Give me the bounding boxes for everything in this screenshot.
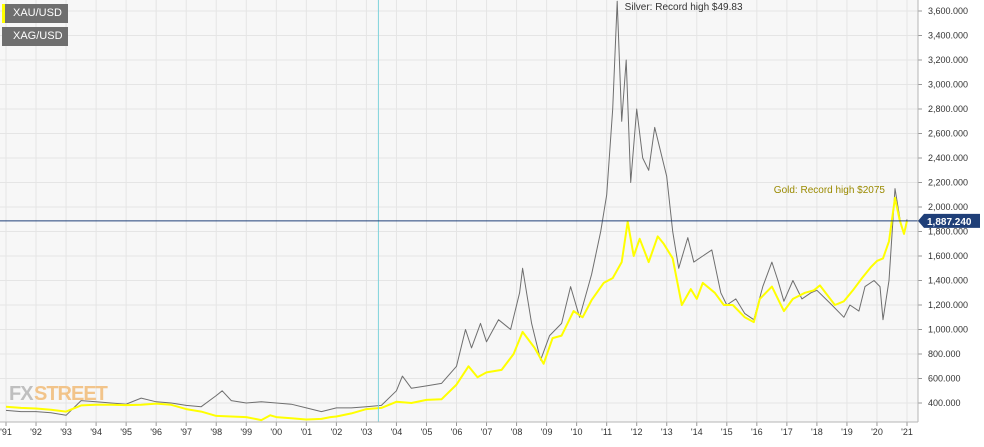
x-tick-label: '19 [841,427,853,437]
x-tick-label: '06 [451,427,463,437]
x-tick-label: '09 [541,427,553,437]
grid-lines [0,0,918,422]
y-tick-label: 3,600.000 [928,6,968,16]
y-tick-label: 2,200.000 [928,178,968,188]
series-line-xag-usd [5,0,908,416]
x-axis: '91 '92 '93 '94 '95 '96 '97 '98 '99 '00 '01 '02 '03 '… [0,421,918,437]
y-tick-label: 1,800.000 [928,227,968,237]
y-tick-label: 800.000 [928,349,961,359]
y-tick-label: 600.000 [928,374,961,384]
annotation-silver-record: Silver: Record high $49.83 [625,2,743,13]
annotation-gold-record: Gold: Record high $2075 [774,185,886,196]
y-tick-label: 3,200.000 [928,55,968,65]
x-tick-label: '05 [421,427,433,437]
legend-item-xau-usd[interactable]: XAU/USD [2,4,68,23]
x-tick-label: '03 [361,427,373,437]
x-tick-label: '18 [811,427,823,437]
x-tick-label: '00 [270,427,282,437]
y-tick-label: 1,400.000 [928,276,968,286]
x-tick-label: '94 [90,427,102,437]
x-tick-label: '14 [691,427,703,437]
x-tick-label: '93 [60,427,72,437]
x-tick-label: '08 [511,427,523,437]
y-tick-label: 2,000.000 [928,202,968,212]
x-tick-label: '99 [240,427,252,437]
y-tick-label: 2,800.000 [928,104,968,114]
series-lines [5,0,908,422]
x-tick-label: '12 [631,427,643,437]
x-tick-label: '97 [180,427,192,437]
annotations: Silver: Record high $49.83 Gold: Record h… [625,2,886,196]
x-tick-label: '02 [330,427,342,437]
x-tick-label: '17 [781,427,793,437]
y-axis: 400.000 600.000 800.000 1,000.000 1,200.000 1… [917,0,968,422]
y-tick-label: 3,000.000 [928,80,968,90]
logo-street-text: STREET [34,383,108,405]
fxstreet-logo: FX STREET [9,383,109,405]
y-tick-label: 2,600.000 [928,129,968,139]
legend-item-xag-usd[interactable]: XAG/USD [2,27,68,46]
legend-label-xau-usd: XAU/USD [13,7,62,19]
y-tick-label: 1,000.000 [928,325,968,335]
legend-label-xag-usd: XAG/USD [13,30,63,42]
x-tick-label: '13 [661,427,673,437]
y-tick-label: 1,200.000 [928,300,968,310]
x-tick-label: '95 [120,427,132,437]
x-tick-label: '98 [210,427,222,437]
x-tick-label: '11 [601,427,612,437]
current-price-tag: 1,887.240 [918,213,980,228]
price-tag-label: 1,887.240 [927,217,972,228]
y-tick-label: 400.000 [928,398,961,408]
y-tick-label: 2,400.000 [928,153,968,163]
x-tick-label: '92 [30,427,42,437]
y-tick-label: 3,400.000 [928,31,968,41]
price-tag-box [918,213,980,228]
x-tick-label: '20 [871,427,883,437]
x-tick-label: '91 [0,427,12,437]
y-tick-label: 1,600.000 [928,251,968,261]
x-tick-label: '01 [300,427,312,437]
x-tick-label: '10 [571,427,583,437]
x-tick-label: '96 [150,427,162,437]
plot-background [0,0,918,422]
logo-fx-text: FX [9,383,34,405]
x-tick-label: '04 [391,427,403,437]
x-tick-label: '07 [481,427,493,437]
crosshair [0,0,918,422]
x-tick-label: '15 [721,427,733,437]
series-line-xau-usd [5,196,908,422]
x-tick-label: '16 [751,427,763,437]
x-tick-label: '21 [901,427,913,437]
